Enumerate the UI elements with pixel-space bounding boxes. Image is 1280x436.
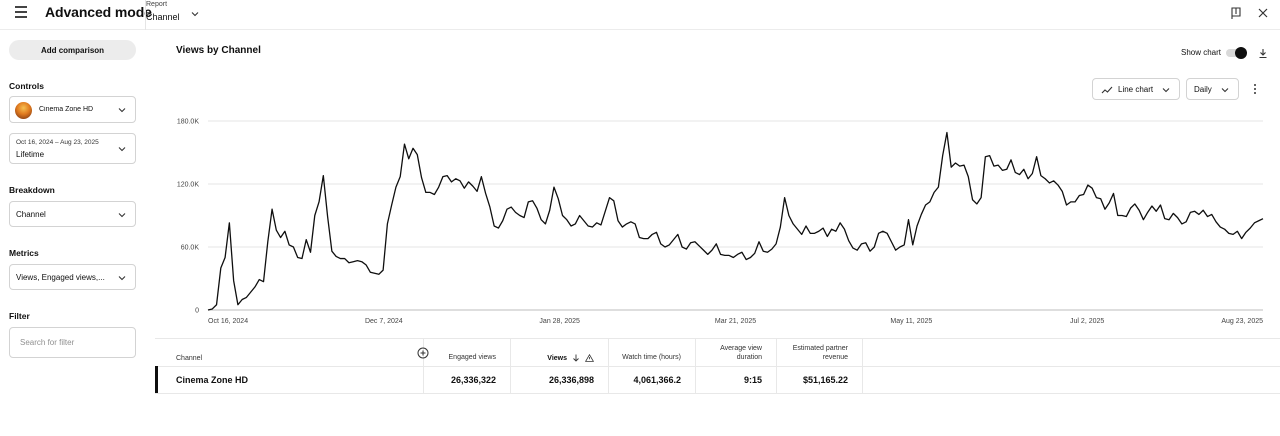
chevron-down-icon xyxy=(1221,88,1229,93)
show-chart-label: Show chart xyxy=(1181,48,1222,57)
chevron-down-icon xyxy=(1162,88,1170,93)
x-tick-label: Jan 28, 2025 xyxy=(539,318,580,325)
column-header-label: Average view duration xyxy=(720,345,762,361)
chevron-down-icon xyxy=(118,276,126,281)
column-header-engaged-views[interactable]: Engaged views xyxy=(423,338,510,366)
date-range-dates: Oct 16, 2024 – Aug 23, 2025 xyxy=(16,139,99,146)
x-tick-label: Aug 23, 2025 xyxy=(1221,318,1263,325)
add-column-icon[interactable] xyxy=(417,347,429,359)
interval-label: Daily xyxy=(1194,85,1212,94)
date-range-select[interactable]: Oct 16, 2024 – Aug 23, 2025 Lifetime xyxy=(9,133,136,164)
close-icon[interactable] xyxy=(1256,6,1270,20)
menu-icon[interactable] xyxy=(12,4,32,20)
table-row-cell-estimated-revenue: $51,165.22 xyxy=(802,375,848,385)
breakdown-label: Breakdown xyxy=(9,185,55,195)
series-line-views[interactable] xyxy=(207,131,1264,311)
y-tick-label: 60.0K xyxy=(181,245,200,252)
column-header-label: Estimated partner revenue xyxy=(792,345,848,361)
breakdown-value: Channel xyxy=(16,210,46,219)
table-row-cell-average-view-duration: 9:15 xyxy=(743,375,762,385)
column-header-label: Views xyxy=(547,355,567,362)
top-bar: Advanced mode Report Channel xyxy=(0,0,1280,30)
y-tick-label: 120.0K xyxy=(177,182,200,189)
show-chart-toggle[interactable] xyxy=(1226,47,1248,59)
report-value: Channel xyxy=(146,12,180,22)
chart-type-dropdown[interactable]: Line chart xyxy=(1092,78,1180,100)
controls-label: Controls xyxy=(9,81,44,91)
report-selector[interactable]: Report Channel xyxy=(145,0,205,30)
chevron-down-icon xyxy=(118,213,126,218)
chevron-down-icon xyxy=(118,147,126,152)
table-row-cell-watch-time: 4,061,366.2 xyxy=(633,375,681,385)
x-tick-label: May 11, 2025 xyxy=(890,318,932,325)
date-range-value: Lifetime xyxy=(16,150,45,159)
filter-search-input[interactable] xyxy=(9,327,136,358)
chart-title: Views by Channel xyxy=(176,45,261,56)
column-header-average-view-duration[interactable]: Average view duration xyxy=(695,338,776,366)
y-tick-label: 0 xyxy=(195,308,199,315)
warning-icon[interactable] xyxy=(585,354,594,362)
more-options-icon[interactable] xyxy=(1250,83,1260,95)
channel-select-value: Cinema Zone HD xyxy=(39,106,94,113)
x-tick-label: Mar 21, 2025 xyxy=(715,318,756,325)
add-comparison-button[interactable]: Add comparison xyxy=(9,40,136,60)
channel-avatar xyxy=(15,102,32,119)
download-icon[interactable] xyxy=(1257,47,1269,59)
app-title: Advanced mode xyxy=(45,4,152,20)
filter-label: Filter xyxy=(9,311,30,321)
y-tick-label: 180.0K xyxy=(177,119,200,126)
column-header-watch-time[interactable]: Watch time (hours) xyxy=(608,338,695,366)
row-selected-marker xyxy=(155,366,158,393)
views-line-chart: 0 60.0K 120.0K 180.0K Oct 16, 2024 Dec 7, 202… xyxy=(177,119,1264,325)
table-row-cell-channel[interactable]: Cinema Zone HD xyxy=(176,375,249,385)
chevron-down-icon xyxy=(118,108,126,113)
table-row-cell-engaged-views: 26,336,322 xyxy=(450,375,496,385)
metrics-value: Views, Engaged views,... xyxy=(16,273,105,282)
x-tick-label: Dec 7, 2024 xyxy=(365,318,403,325)
line-chart-icon xyxy=(1101,86,1113,94)
column-header-label: Watch time (hours) xyxy=(622,354,681,361)
metrics-select[interactable]: Views, Engaged views,... xyxy=(9,264,136,290)
report-label: Report xyxy=(146,1,168,8)
x-tick-label: Jul 2, 2025 xyxy=(1070,318,1104,325)
column-header-channel[interactable]: Channel xyxy=(155,338,429,366)
column-header-label: Engaged views xyxy=(448,354,496,361)
chart-type-label: Line chart xyxy=(1118,85,1154,94)
column-header-views[interactable]: Views xyxy=(510,338,608,366)
x-tick-label: Oct 16, 2024 xyxy=(208,318,248,325)
column-header-label: Channel xyxy=(176,355,203,362)
breakdown-select[interactable]: Channel xyxy=(9,201,136,227)
metrics-label: Metrics xyxy=(9,248,39,258)
chevron-down-icon xyxy=(191,12,199,17)
channel-select[interactable]: Cinema Zone HD xyxy=(9,96,136,123)
sidebar: Add comparison Controls Cinema Zone HD O… xyxy=(0,30,145,436)
feedback-icon[interactable] xyxy=(1229,6,1243,20)
interval-dropdown[interactable]: Daily xyxy=(1186,78,1239,100)
data-table: Channel Engaged views Views Watch time (… xyxy=(155,338,1280,394)
column-header-estimated-revenue[interactable]: Estimated partner revenue xyxy=(776,338,862,366)
sort-down-icon[interactable] xyxy=(572,354,580,362)
table-row-cell-views: 26,336,898 xyxy=(548,375,594,385)
